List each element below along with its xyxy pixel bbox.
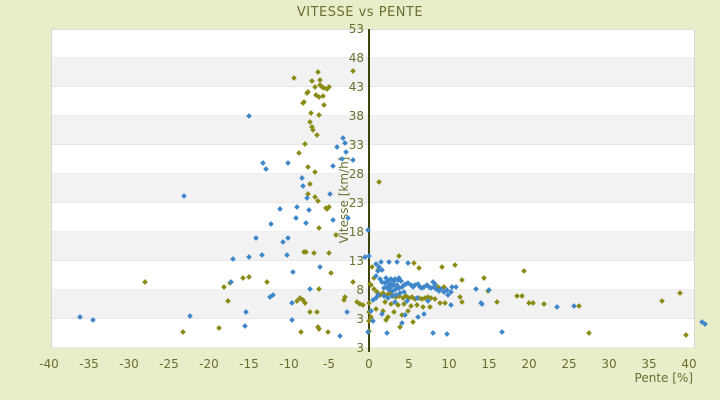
y-tick-label: 23 xyxy=(348,196,364,210)
x-tick-label: 10 xyxy=(441,357,457,371)
x-tick-label: 35 xyxy=(641,357,657,371)
top-gridline xyxy=(51,29,693,30)
y-tick-label: 33 xyxy=(348,138,364,152)
x-tick-label: -40 xyxy=(39,357,59,371)
chart-title: VITESSE vs PENTE xyxy=(296,5,424,20)
x-tick-label: -30 xyxy=(119,357,139,371)
x-tick-label: 25 xyxy=(561,357,577,371)
y-tick-label: 8 xyxy=(356,283,364,297)
y-axis-line xyxy=(368,29,370,352)
y-tick-label: 3 xyxy=(356,312,364,326)
x-tick-label: 30 xyxy=(601,357,617,371)
x-tick-label: 5 xyxy=(405,357,413,371)
y-tick-label: 18 xyxy=(348,225,364,239)
x-tick-label: -25 xyxy=(159,357,179,371)
x-tick-label: -5 xyxy=(323,357,335,371)
y-tick-label: 43 xyxy=(348,80,364,94)
x-tick-label: -35 xyxy=(79,357,99,371)
y-tick-label: 48 xyxy=(348,51,364,65)
y-tick-label: 38 xyxy=(348,109,364,123)
y-tick-label: 13 xyxy=(348,254,364,268)
y-tick-label: 3 xyxy=(356,341,364,355)
x-tick-label: 0 xyxy=(365,357,373,371)
x-tick-label: -10 xyxy=(279,357,299,371)
x-tick-label: -20 xyxy=(199,357,219,371)
x-axis-title: Pente [%] xyxy=(634,371,693,385)
data-point-blue-series xyxy=(702,320,708,327)
x-tick-label: 40 xyxy=(681,357,697,371)
y-tick-label: 28 xyxy=(348,167,364,181)
y-tick-label: 53 xyxy=(348,22,364,36)
x-tick-label: -15 xyxy=(239,357,259,371)
x-tick-label: 15 xyxy=(481,357,497,371)
plot-area xyxy=(51,29,695,348)
x-tick-label: 20 xyxy=(521,357,537,371)
